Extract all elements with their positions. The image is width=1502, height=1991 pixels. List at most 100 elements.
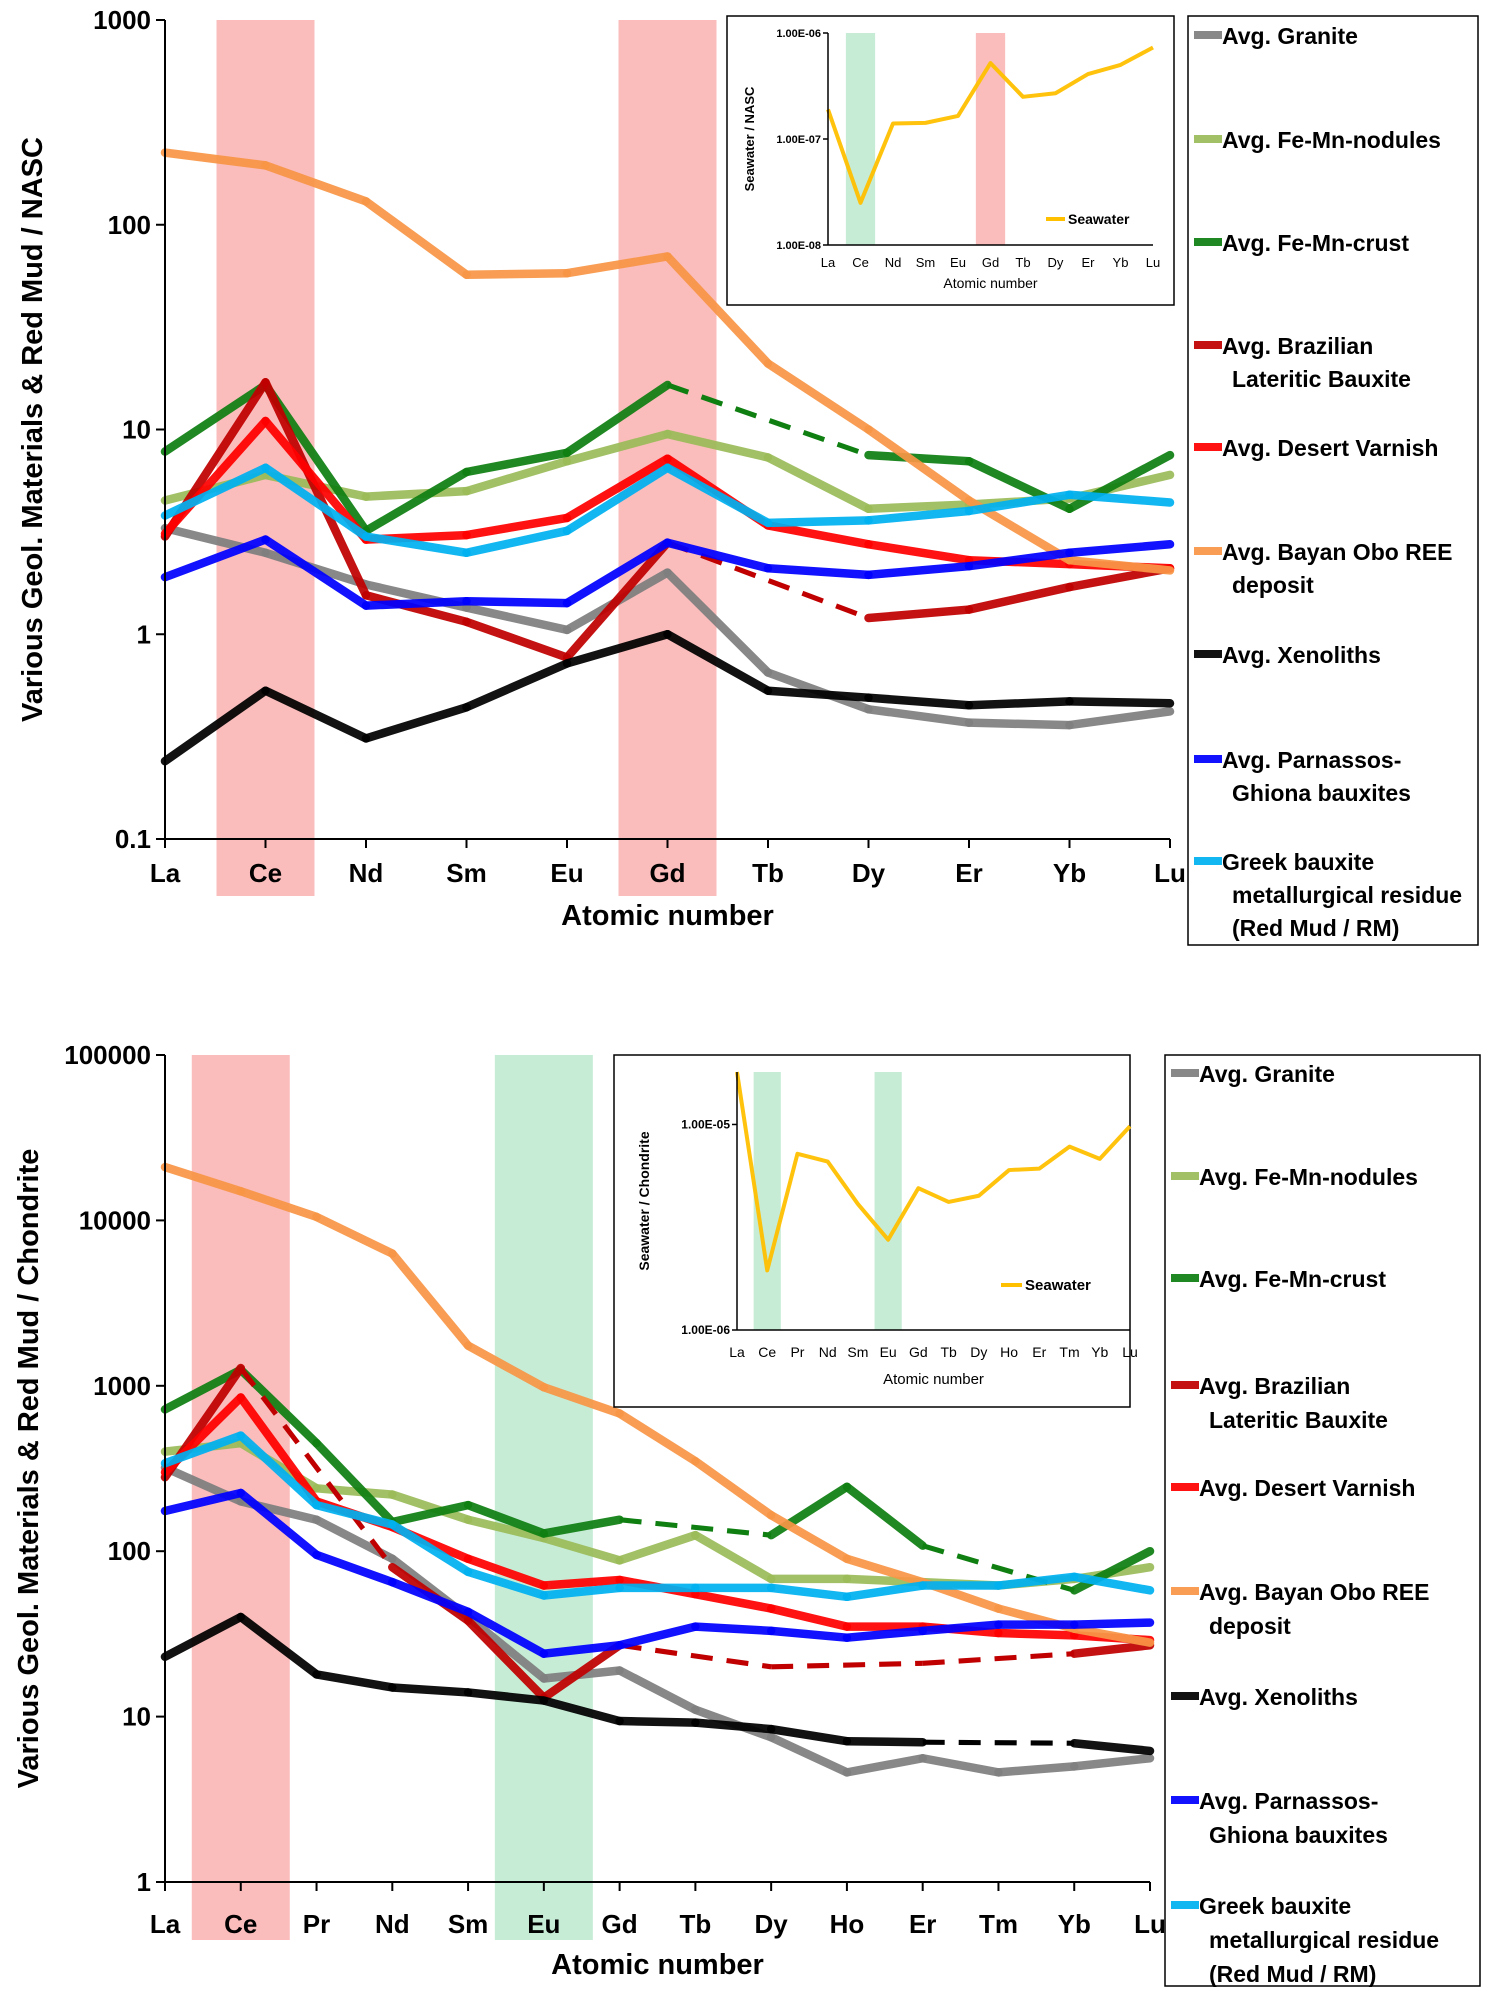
series-segment bbox=[261, 378, 371, 600]
inset-x-tick-label: Pr bbox=[790, 1344, 804, 1360]
series-segment bbox=[615, 1530, 700, 1565]
series-segment bbox=[539, 1641, 624, 1703]
x-tick-label: Tm bbox=[979, 1909, 1018, 1939]
inset-y-axis-title: Seawater / Chondrite bbox=[636, 1131, 652, 1270]
x-tick-label: Lu bbox=[1134, 1909, 1166, 1939]
series-segment bbox=[842, 1736, 927, 1747]
series-segment bbox=[615, 1409, 700, 1466]
x-axis-title: Atomic number bbox=[551, 1949, 764, 1981]
legend-label: Avg. Fe-Mn-nodules bbox=[1222, 127, 1441, 153]
series-segment bbox=[766, 1482, 852, 1540]
inset-band-Gd bbox=[975, 33, 1006, 245]
x-tick-label: Ce bbox=[249, 858, 282, 888]
inset-x-tick-label: La bbox=[729, 1344, 745, 1360]
inset-frame bbox=[726, 15, 1175, 306]
series-segment bbox=[463, 1607, 549, 1658]
series-segment bbox=[388, 1520, 473, 1577]
inset-x-tick-label: Nd bbox=[819, 1344, 837, 1360]
legend-label: Avg. Fe-Mn-crust bbox=[1199, 1266, 1386, 1292]
inset-x-tick-label: Er bbox=[1082, 255, 1096, 270]
y-tick-label: 10000 bbox=[79, 1205, 151, 1235]
inset-x-tick-label: Lu bbox=[1146, 255, 1160, 270]
legend-label: Greek bauxite bbox=[1222, 849, 1374, 875]
series-segment bbox=[539, 1383, 624, 1418]
legend-label: (Red Mud / RM) bbox=[1209, 1961, 1376, 1987]
inset-x-tick-label: Yb bbox=[1113, 255, 1129, 270]
legend-label: Avg. Xenoliths bbox=[1199, 1684, 1358, 1710]
series-segment bbox=[160, 1488, 246, 1516]
series-dashed-segment bbox=[922, 1739, 1075, 1746]
inset-x-tick-label: Gd bbox=[909, 1344, 928, 1360]
series-segment bbox=[388, 1490, 473, 1524]
series-segment bbox=[388, 1249, 473, 1350]
series-8 bbox=[160, 1431, 1155, 1602]
series-segment bbox=[1065, 490, 1175, 507]
inset-legend-label: Seawater bbox=[1068, 211, 1130, 227]
series-segment bbox=[160, 1162, 246, 1196]
x-axis-title: Atomic number bbox=[561, 900, 774, 932]
series-segment bbox=[388, 1500, 473, 1527]
legend-label: Avg. Fe-Mn-nodules bbox=[1199, 1164, 1418, 1190]
series-segment bbox=[236, 1187, 321, 1222]
series-segment bbox=[261, 161, 371, 206]
series-segment bbox=[462, 448, 572, 477]
series-segment bbox=[236, 1488, 321, 1560]
y-axis-title: Various Geol. Materials & Red Mud / Chon… bbox=[13, 1149, 45, 1789]
inset-y-tick-label: 1.00E-07 bbox=[776, 134, 821, 146]
inset-x-tick-label: Ce bbox=[758, 1344, 776, 1360]
series-dashed-segment bbox=[619, 1642, 772, 1670]
series-segment bbox=[864, 540, 974, 565]
series-segment bbox=[1065, 555, 1175, 575]
series-segment bbox=[663, 538, 773, 573]
series-segment bbox=[766, 1724, 852, 1746]
series-segment bbox=[864, 605, 974, 623]
series-segment bbox=[964, 582, 1074, 614]
series-segment bbox=[994, 1628, 1079, 1640]
series-segment bbox=[462, 603, 572, 635]
series-segment bbox=[539, 1575, 624, 1590]
series-segment bbox=[994, 1762, 1079, 1777]
series-segment bbox=[615, 1666, 700, 1715]
x-tick-label: Eu bbox=[550, 858, 583, 888]
x-tick-label: Ce bbox=[224, 1909, 257, 1939]
inset-x-tick-label: Eu bbox=[880, 1344, 897, 1360]
series-segment bbox=[766, 1733, 852, 1777]
x-tick-label: Lu bbox=[1154, 858, 1186, 888]
series-segment bbox=[160, 463, 270, 520]
inset-series-line bbox=[826, 45, 1154, 205]
inset-x-tick-label: Tm bbox=[1059, 1344, 1079, 1360]
inset-y-tick-label: 1.00E-05 bbox=[681, 1117, 730, 1131]
series-segment bbox=[539, 1641, 624, 1658]
inset-x-tick-label: Tb bbox=[940, 1344, 957, 1360]
legend-box bbox=[1187, 15, 1479, 946]
x-tick-label: Yb bbox=[1058, 1909, 1091, 1939]
x-tick-label: Eu bbox=[527, 1909, 560, 1939]
inset-x-tick-label: Dy bbox=[1048, 255, 1064, 270]
series-segment bbox=[462, 456, 572, 496]
legend-label: Avg. Granite bbox=[1199, 1061, 1335, 1087]
series-3 bbox=[160, 378, 1175, 662]
inset-x-axis-title: Atomic number bbox=[883, 1371, 984, 1388]
inset-x-axis-title: Atomic number bbox=[943, 275, 1037, 291]
series-segment bbox=[562, 454, 672, 523]
series-segment bbox=[1069, 1572, 1155, 1595]
series-2 bbox=[160, 1365, 1155, 1595]
series-segment bbox=[462, 617, 572, 662]
chart-panel-1: 0.1 1 10 100 1000 La Ce Nd Sm Eu Gd Tb Dy Er Yb Lu Atomi… bbox=[17, 5, 1479, 946]
series-segment bbox=[615, 1716, 700, 1727]
chart-panel-2: 1 10 100 1000 10000 100000 La Ce Pr Nd Sm Eu Gd Tb Dy H… bbox=[13, 1040, 1481, 1987]
series-7 bbox=[160, 535, 1175, 610]
x-tick-label: La bbox=[150, 1909, 181, 1939]
series-segment bbox=[842, 1482, 927, 1550]
x-tick-label: Er bbox=[909, 1909, 936, 1939]
legend-label: deposit bbox=[1209, 1613, 1291, 1639]
inset-x-tick-label: La bbox=[821, 255, 836, 270]
series-segment bbox=[864, 561, 974, 580]
series-segment bbox=[763, 453, 873, 514]
series-segment bbox=[691, 1589, 776, 1613]
series-segment bbox=[312, 1500, 397, 1529]
series-segment bbox=[539, 1696, 624, 1726]
series-segment bbox=[1065, 540, 1175, 558]
x-tick-label: Tb bbox=[680, 1909, 712, 1939]
